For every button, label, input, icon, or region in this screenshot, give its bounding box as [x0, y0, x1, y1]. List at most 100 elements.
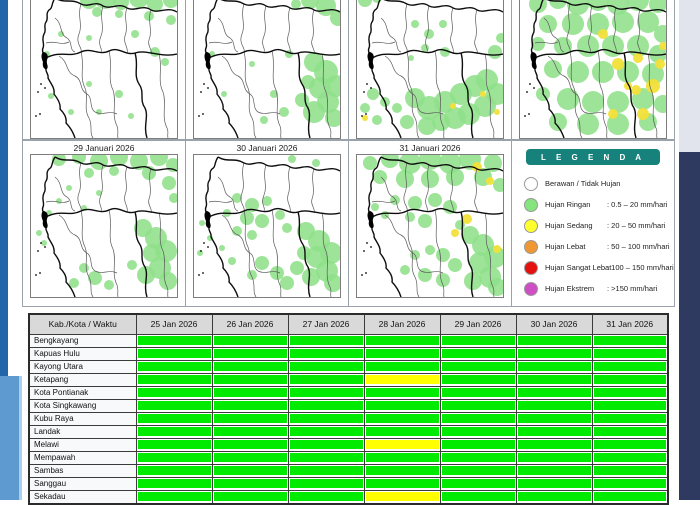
- forecast-cell-sedang: [363, 489, 441, 504]
- legend-item-range: : >150 mm/hari: [607, 284, 658, 293]
- forecast-cell-ringan: [439, 476, 517, 491]
- forecast-cell-ringan: [515, 398, 593, 413]
- legend-item-range: : 20 – 50 mm/hari: [607, 221, 666, 230]
- forecast-cell-ringan: [439, 372, 517, 387]
- table-row: Kota Singkawang: [28, 398, 669, 413]
- table-row-label: Kota Singkawang: [28, 398, 137, 413]
- forecast-cell-ringan: [287, 333, 365, 348]
- forecast-cell-ringan: [135, 476, 213, 491]
- forecast-cell-ringan: [287, 463, 365, 478]
- legend-item-range: : 0.5 – 20 mm/hari: [607, 200, 668, 209]
- legend-item: Berawan / Tidak Hujan: [524, 173, 668, 194]
- legend-color-swatch: [524, 176, 538, 191]
- forecast-map-panel-29jan: 29 Januari 2026: [22, 140, 186, 307]
- table-row-label: Kubu Raya: [28, 411, 137, 426]
- forecast-cell-ringan: [515, 346, 593, 361]
- forecast-cell-ringan: [363, 463, 441, 478]
- forecast-cell-ringan: [439, 333, 517, 348]
- forecast-cell-ringan: [287, 476, 365, 491]
- table-row-label: Kota Pontianak: [28, 385, 137, 400]
- legend-item: Hujan Sangat Lebat: 100 – 150 mm/hari: [524, 257, 674, 278]
- rainfall-map-30jan: [193, 154, 341, 298]
- legend-item-label: Hujan Ekstrem: [545, 284, 595, 293]
- forecast-cell-ringan: [439, 346, 517, 361]
- legend-item: Hujan Ringan: 0.5 – 20 mm/hari: [524, 194, 668, 215]
- legend-item-label: Hujan Sedang: [545, 221, 593, 230]
- forecast-cell-ringan: [135, 411, 213, 426]
- table-row-label: Kayong Utara: [28, 359, 137, 374]
- left-blue-bar: [0, 0, 8, 376]
- table-row: Kapuas Hulu: [28, 346, 669, 361]
- forecast-cell-ringan: [287, 372, 365, 387]
- rainfall-map-28jan: [519, 0, 667, 139]
- forecast-cell-ringan: [135, 333, 213, 348]
- forecast-cell-ringan: [363, 346, 441, 361]
- forecast-cell-ringan: [515, 359, 593, 374]
- forecast-cell-ringan: [591, 346, 669, 361]
- map-row-bottom: 29 Januari 2026 30 Januari 2026 31 Janua…: [22, 140, 675, 307]
- table-row-label: Mempawah: [28, 450, 137, 465]
- table-row: Landak: [28, 424, 669, 439]
- forecast-map-panel-25jan: [22, 0, 186, 140]
- table-row-label: Bengkayang: [28, 333, 137, 348]
- legend-title: L E G E N D A: [526, 149, 660, 165]
- legend-color-swatch: [524, 197, 538, 212]
- forecast-cell-ringan: [211, 450, 289, 465]
- forecast-cell-ringan: [439, 437, 517, 452]
- forecast-cell-ringan: [591, 463, 669, 478]
- legend-item-label: Hujan Lebat: [545, 242, 586, 251]
- rainfall-map-31jan: [356, 154, 504, 298]
- table-row: Melawi: [28, 437, 669, 452]
- map-row-top: [22, 0, 675, 140]
- table-row: Sanggau: [28, 476, 669, 491]
- forecast-cell-ringan: [439, 359, 517, 374]
- forecast-cell-ringan: [287, 385, 365, 400]
- forecast-cell-ringan: [135, 463, 213, 478]
- forecast-cell-ringan: [135, 385, 213, 400]
- table-row: Kota Pontianak: [28, 385, 669, 400]
- forecast-cell-ringan: [363, 411, 441, 426]
- forecast-cell-ringan: [591, 437, 669, 452]
- forecast-cell-ringan: [591, 372, 669, 387]
- forecast-cell-ringan: [591, 398, 669, 413]
- legend-items: Berawan / Tidak Hujan Hujan Ringan: 0.5 –…: [512, 173, 674, 299]
- forecast-table: Kab./Kota / Waktu 25 Jan 2026 26 Jan 2026 2…: [28, 313, 669, 505]
- table-corner-header: Kab./Kota / Waktu: [28, 313, 137, 335]
- table-row: Sambas: [28, 463, 669, 478]
- legend-color-swatch: [524, 260, 538, 275]
- table-row-label: Kapuas Hulu: [28, 346, 137, 361]
- forecast-cell-ringan: [211, 333, 289, 348]
- forecast-cell-ringan: [287, 398, 365, 413]
- forecast-cell-ringan: [591, 450, 669, 465]
- forecast-cell-ringan: [515, 411, 593, 426]
- forecast-cell-ringan: [287, 411, 365, 426]
- forecast-cell-ringan: [591, 333, 669, 348]
- forecast-cell-ringan: [439, 398, 517, 413]
- rainfall-map-26jan: [193, 0, 341, 139]
- forecast-cell-ringan: [591, 359, 669, 374]
- forecast-table-wrap: Kab./Kota / Waktu 25 Jan 2026 26 Jan 2026 2…: [28, 313, 669, 505]
- table-col-header: 25 Jan 2026: [135, 313, 213, 335]
- forecast-map-panel-27jan: [348, 0, 512, 140]
- legend-color-swatch: [524, 239, 538, 254]
- table-row: Kubu Raya: [28, 411, 669, 426]
- forecast-cell-ringan: [591, 424, 669, 439]
- legend-item: Hujan Sedang : 20 – 50 mm/hari: [524, 215, 668, 236]
- table-col-header: 26 Jan 2026: [211, 313, 289, 335]
- table-row-label: Sambas: [28, 463, 137, 478]
- legend-item-label: Berawan / Tidak Hujan: [545, 179, 621, 188]
- table-col-header: 28 Jan 2026: [363, 313, 441, 335]
- table-col-header: 31 Jan 2026: [591, 313, 669, 335]
- forecast-cell-ringan: [591, 476, 669, 491]
- legend-color-swatch: [524, 218, 538, 233]
- legend-item-label: Hujan Sangat Lebat: [545, 263, 612, 272]
- rainfall-map-25jan: [30, 0, 178, 139]
- forecast-cell-ringan: [439, 411, 517, 426]
- forecast-cell-ringan: [515, 437, 593, 452]
- forecast-cell-ringan: [287, 489, 365, 504]
- table-row-label: Sanggau: [28, 476, 137, 491]
- forecast-cell-ringan: [287, 450, 365, 465]
- rainfall-map-27jan: [356, 0, 504, 139]
- forecast-cell-ringan: [211, 463, 289, 478]
- table-row: Ketapang: [28, 372, 669, 387]
